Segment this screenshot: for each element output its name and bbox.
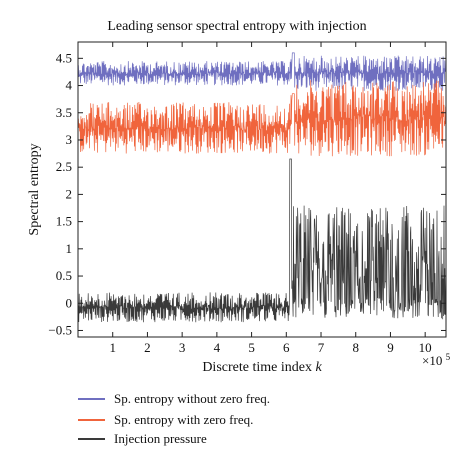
legend-label-with-zero-freq: Sp. entropy with zero freq. — [114, 412, 254, 427]
legend-swatch-without-zero-freq — [78, 398, 105, 400]
legend-label-injection-pressure: Injection pressure — [114, 431, 207, 446]
y-tick-label: 3.5 — [56, 105, 72, 120]
x-axis-label-variable: k — [315, 360, 322, 375]
x-tick-label: 3 — [179, 340, 186, 355]
series-line-2 — [78, 80, 446, 157]
x-axis-multiplier: ×10 5 — [422, 352, 451, 368]
x-tick-label: 4 — [214, 340, 221, 355]
y-tick-label: 1 — [66, 241, 73, 256]
y-tick-label: 1.5 — [56, 214, 72, 229]
ticks-layer: 1 2 3 4 5 6 7 8 9 10 −0.5 0 0.5 1 1.5 2 2.5 3 3.5 4 4.5 — [48, 42, 446, 355]
x-axis-label-text: Discrete time index — [202, 360, 312, 375]
y-tick-label: 0 — [66, 295, 73, 310]
legend-label-without-zero-freq: Sp. entropy without zero freq. — [114, 391, 270, 406]
x-axis-multiplier-base: ×10 — [422, 353, 442, 368]
x-tick-label: 8 — [352, 340, 359, 355]
plot-frame — [77, 41, 447, 338]
y-tick-label: 4.5 — [56, 50, 72, 65]
x-tick-label: 6 — [283, 340, 290, 355]
chart-title: Leading sensor spectral entropy with inj… — [107, 19, 367, 34]
legend-swatch-injection-pressure — [78, 438, 105, 440]
x-axis-label: Discrete time index k — [202, 360, 322, 375]
y-tick-label: 3 — [66, 132, 73, 147]
x-tick-label: 9 — [387, 340, 394, 355]
y-axis-label: Spectral entropy — [27, 143, 42, 235]
y-tick-label: −0.5 — [48, 322, 72, 337]
x-tick-label: 1 — [109, 340, 116, 355]
y-tick-label: 4 — [66, 78, 73, 93]
series-line-3 — [78, 158, 446, 323]
x-tick-label: 2 — [144, 340, 151, 355]
series-line-1 — [78, 52, 446, 91]
y-tick-label: 2.5 — [56, 159, 72, 174]
legend-swatch-with-zero-freq — [78, 419, 105, 421]
x-tick-label: 10 — [419, 340, 432, 355]
x-axis-multiplier-exponent: 5 — [446, 352, 451, 362]
y-tick-label: 0.5 — [56, 268, 72, 283]
series-layer — [78, 52, 446, 323]
x-tick-label: 5 — [248, 340, 255, 355]
x-tick-label: 7 — [318, 340, 325, 355]
y-tick-label: 2 — [66, 186, 73, 201]
